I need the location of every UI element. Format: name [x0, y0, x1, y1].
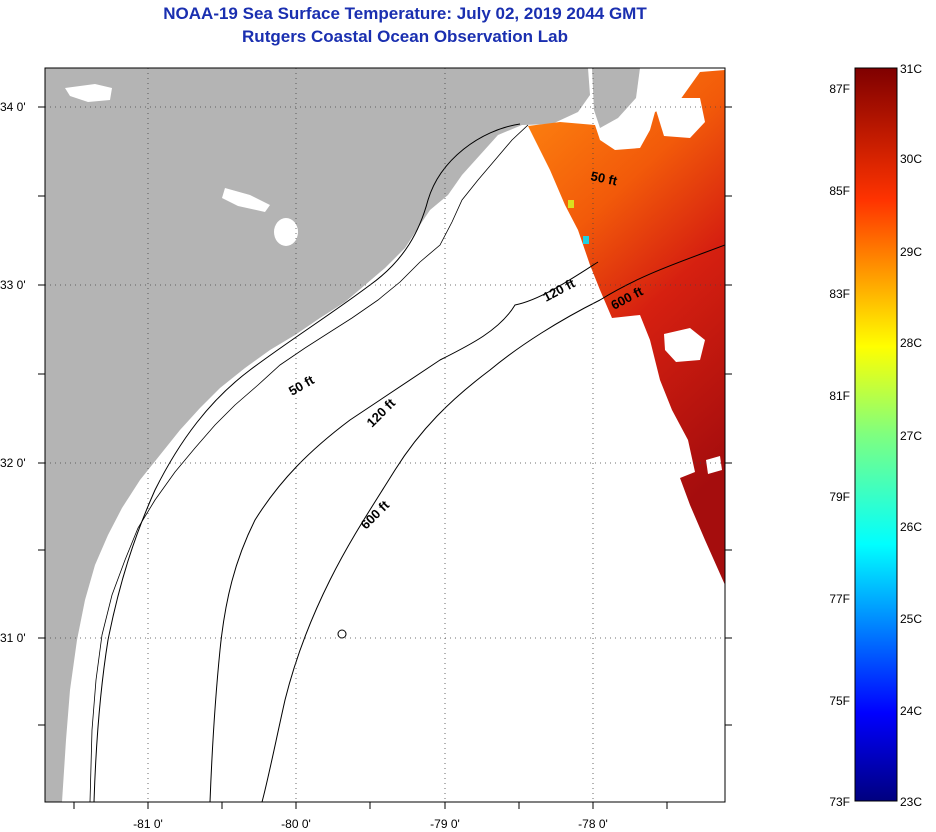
- fahrenheit-label: 85F: [829, 184, 850, 198]
- lon-label: -79 0': [430, 817, 460, 831]
- celsius-label: 23C: [900, 795, 922, 809]
- fahrenheit-label: 83F: [829, 287, 850, 301]
- celsius-label: 27C: [900, 429, 922, 443]
- fahrenheit-label: 87F: [829, 82, 850, 96]
- celsius-label: 31C: [900, 62, 922, 76]
- land-mass-ne: [592, 68, 640, 128]
- fahrenheit-label: 73F: [829, 795, 850, 809]
- colorbar-celsius-labels: 31C 30C 29C 28C 27C 26C 25C 24C 23C: [900, 62, 922, 809]
- lat-label: 34 0': [0, 100, 26, 114]
- lon-label: -78 0': [578, 817, 608, 831]
- colorbar-fahrenheit-labels: 87F 85F 83F 81F 79F 77F 75F 73F: [829, 82, 850, 809]
- map-subtitle: Rutgers Coastal Ocean Observation Lab: [242, 27, 568, 46]
- celsius-label: 24C: [900, 704, 922, 718]
- fahrenheit-label: 81F: [829, 389, 850, 403]
- seamount-contour: [337, 629, 347, 639]
- celsius-label: 28C: [900, 336, 922, 350]
- graticule: [45, 68, 725, 802]
- warm-pixel: [568, 200, 574, 208]
- cool-pixel: [583, 236, 589, 244]
- celsius-label: 26C: [900, 520, 922, 534]
- coastline: [89, 124, 529, 802]
- lat-label: 31 0': [0, 631, 26, 645]
- lon-label: -80 0': [281, 817, 311, 831]
- sst-swath: [528, 70, 725, 585]
- contour-120ft: [209, 261, 599, 802]
- contour-label: 50 ft: [589, 168, 619, 188]
- lake-patch: [222, 188, 270, 212]
- lat-label: 32 0': [0, 456, 26, 470]
- fahrenheit-label: 75F: [829, 694, 850, 708]
- fahrenheit-label: 77F: [829, 592, 850, 606]
- land-mass: [45, 68, 590, 802]
- lat-label: 33 0': [0, 278, 26, 292]
- lake-patch: [274, 218, 298, 246]
- cloud-gap: [706, 456, 722, 474]
- map-ticks: [38, 106, 732, 809]
- celsius-label: 30C: [900, 152, 922, 166]
- contour-600ft: [261, 244, 725, 802]
- celsius-label: 29C: [900, 245, 922, 259]
- lake-patch: [65, 84, 112, 102]
- lon-label: -81 0': [133, 817, 163, 831]
- colorbar: [854, 67, 898, 802]
- cloud-gap: [656, 98, 705, 138]
- contour-50ft: [93, 123, 521, 802]
- cloud-gap: [664, 328, 705, 362]
- map-frame: [44, 67, 726, 803]
- map-title: NOAA-19 Sea Surface Temperature: July 02…: [163, 4, 647, 23]
- fahrenheit-label: 79F: [829, 490, 850, 504]
- celsius-label: 25C: [900, 612, 922, 626]
